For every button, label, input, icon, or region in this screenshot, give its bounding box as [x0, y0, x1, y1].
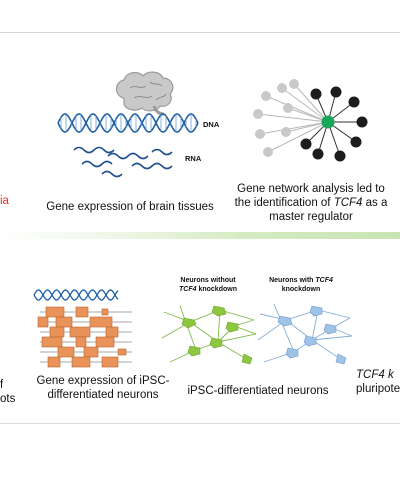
network-caption: Gene network analysis led to the identif… — [226, 182, 396, 224]
network-caption-post: as a — [362, 197, 388, 209]
ipsc-caption-line1: Gene expression of iPSC- — [36, 375, 170, 387]
right-fragment-line2: pluripotent — [356, 383, 400, 395]
right-fragment-rest: k — [384, 369, 394, 381]
neurons-with-gene: TCF4 — [315, 277, 333, 284]
gene-blocks-icon — [37, 306, 132, 368]
neurons-with-label: Neurons with TCF4 knockdown — [258, 276, 344, 294]
neurons-with-line2: knockdown — [281, 286, 321, 293]
ipsc-expression-caption: Gene expression of iPSC- differentiated … — [28, 374, 178, 402]
brain-icon — [115, 71, 174, 116]
neurons-green-icon — [161, 305, 257, 365]
bottom-right-fragment: TCF4 k pluripotent — [356, 368, 400, 396]
right-fragment-line1: TCF4 k — [356, 368, 400, 382]
left-edge-fragment: ia — [0, 195, 9, 207]
network-caption-gene: TCF4 — [333, 197, 363, 209]
network-caption-line1: Gene network analysis led to — [237, 183, 385, 195]
dna-label: DNA — [203, 120, 220, 129]
dna-helix-icon — [57, 113, 199, 133]
rna-strands-icon — [73, 146, 173, 178]
section-band-1 — [0, 232, 400, 239]
neurons-without-line2: TCF4 knockdown — [166, 285, 250, 294]
bottom-left-fragment: f ots — [0, 378, 15, 406]
neurons-with-prefix: Neurons with — [269, 277, 316, 284]
dna-helix-small-icon — [33, 289, 119, 301]
top-divider — [0, 32, 400, 33]
right-fragment-gene: TCF4 — [356, 369, 385, 381]
bottom-divider — [0, 423, 400, 424]
bottom-left-fragment-1: f — [0, 379, 4, 391]
network-caption-line3: master regulator — [269, 211, 353, 223]
bottom-left-fragment-2: ots — [0, 393, 16, 405]
rna-label: RNA — [185, 154, 202, 163]
gene-network-icon — [253, 79, 368, 162]
neurons-blue-icon — [257, 303, 353, 365]
neurons-without-gene: TCF4 — [179, 286, 197, 293]
neurons-without-line1: Neurons without — [180, 277, 236, 284]
neurons-without-suffix: knockdown — [196, 286, 237, 293]
network-caption-line2: the identification of TCF4 as a — [226, 196, 396, 210]
neurons-with-line1: Neurons with TCF4 — [258, 276, 344, 285]
brain-caption: Gene expression of brain tissues — [46, 201, 214, 213]
neurons-without-label: Neurons without TCF4 knockdown — [166, 276, 250, 294]
network-caption-pre: the identification of — [234, 197, 334, 209]
ipsc-caption-line2: differentiated neurons — [47, 389, 159, 401]
neurons-caption: iPSC-differentiated neurons — [187, 385, 329, 397]
